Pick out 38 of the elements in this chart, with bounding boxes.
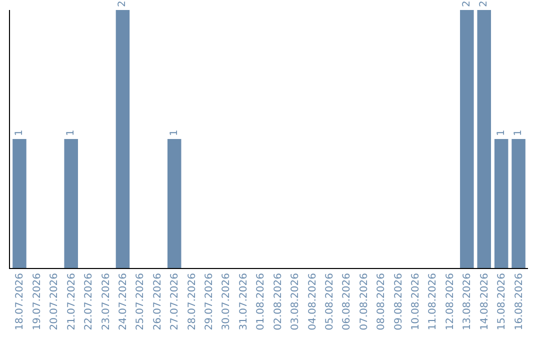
- data-label: 1: [168, 130, 180, 136]
- x-tick-label: 31.07.2026: [238, 273, 250, 330]
- x-tick-label: 28.07.2026: [186, 273, 198, 330]
- x-tick-label: 07.08.2026: [358, 273, 370, 330]
- x-tick-label: 15.08.2026: [496, 273, 508, 330]
- x-tick-label: 20.07.2026: [49, 273, 60, 330]
- data-label: 1: [513, 130, 524, 136]
- data-label: 1: [66, 130, 77, 136]
- x-tick-label: 23.07.2026: [100, 273, 112, 330]
- x-tick-label: 04.08.2026: [307, 273, 318, 330]
- data-label: 1: [14, 130, 25, 136]
- x-tick-label: 03.08.2026: [290, 273, 302, 330]
- x-tick-label: 19.07.2026: [32, 273, 43, 330]
- x-tick-label: 14.08.2026: [479, 273, 490, 330]
- x-tick-label: 13.08.2026: [462, 273, 474, 330]
- x-tick-label: 10.08.2026: [410, 273, 422, 330]
- x-tick-label: 26.07.2026: [152, 273, 164, 330]
- x-tick-label: 25.07.2026: [135, 273, 146, 330]
- x-tick-label: 30.07.2026: [221, 273, 232, 330]
- x-tick-label: 09.08.2026: [393, 273, 404, 330]
- data-label: 2: [478, 0, 490, 7]
- x-tick-label: 05.08.2026: [324, 273, 336, 330]
- data-label: 1: [496, 130, 507, 136]
- x-tick-label: 29.07.2026: [204, 273, 216, 330]
- x-tick-label: 21.07.2026: [66, 273, 78, 330]
- x-tick-label: 16.08.2026: [514, 273, 525, 330]
- x-tick-label: 18.07.2026: [14, 273, 26, 330]
- x-tick-label: 11.08.2026: [428, 273, 439, 330]
- data-label: 2: [461, 0, 472, 7]
- x-tick-label: 01.08.2026: [256, 273, 267, 330]
- x-tick-label: 22.07.2026: [84, 273, 95, 330]
- x-tick-label: 24.07.2026: [118, 273, 129, 330]
- x-tick-label: 27.07.2026: [170, 273, 181, 330]
- x-tick-label: 02.08.2026: [272, 273, 284, 330]
- x-tick-label: 08.08.2026: [376, 273, 388, 330]
- data-label: 2: [117, 0, 128, 7]
- x-tick-label: 12.08.2026: [444, 273, 456, 330]
- x-tick-label: 06.08.2026: [342, 273, 353, 330]
